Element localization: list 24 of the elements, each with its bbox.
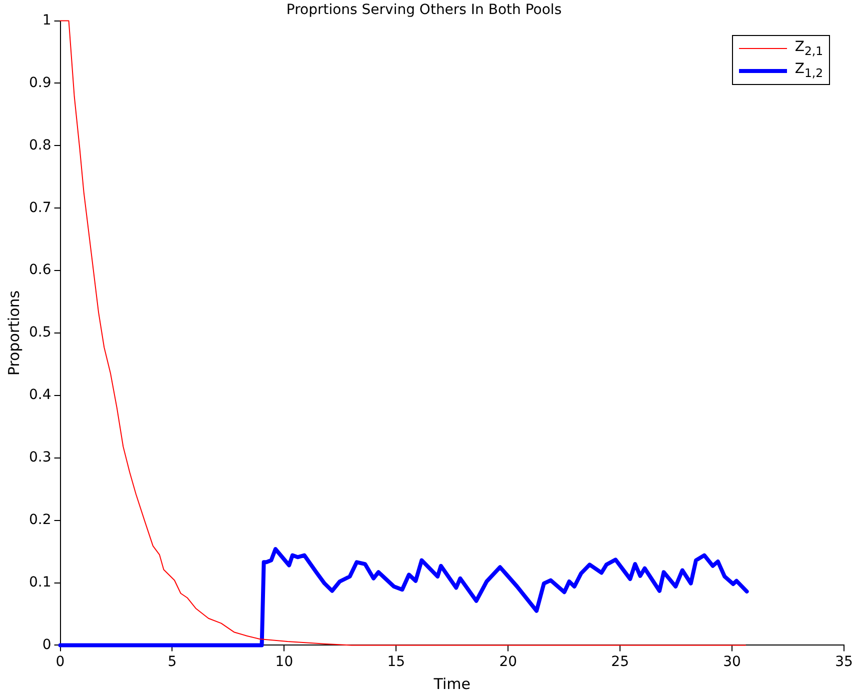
legend-label: Z$_{1,2}$ [794, 61, 823, 80]
x-tick-label: 15 [387, 654, 406, 670]
y-tick-label: 0.1 [29, 574, 52, 590]
x-tick-label: 20 [499, 654, 518, 670]
y-tick-label: 0.4 [29, 387, 52, 404]
x-tick-label: 10 [275, 654, 294, 670]
y-tick-label: 0 [42, 636, 52, 653]
y-axis-title: Proportions [4, 290, 23, 376]
y-tick-label: 0.6 [29, 262, 52, 278]
x-axis-title: Time [432, 674, 470, 693]
y-tick-label: 1 [42, 12, 52, 28]
x-tick-label: 0 [56, 654, 65, 670]
y-tick-label: 0.8 [29, 137, 52, 154]
y-tick-label: 0.7 [29, 200, 52, 216]
y-tick-label: 0.3 [29, 450, 52, 466]
chart-title: Proprtions Serving Others In Both Pools [286, 2, 562, 18]
x-tick-label: 35 [835, 654, 853, 670]
legend-label: Z$_{2,1}$ [794, 39, 823, 58]
y-tick-label: 0.5 [29, 324, 52, 341]
y-tick-label: 0.2 [29, 512, 52, 528]
x-tick-label: 30 [723, 654, 741, 670]
x-tick-label: 25 [611, 654, 629, 670]
y-tick-label: 0.9 [29, 74, 52, 91]
x-tick-label: 5 [168, 654, 177, 670]
